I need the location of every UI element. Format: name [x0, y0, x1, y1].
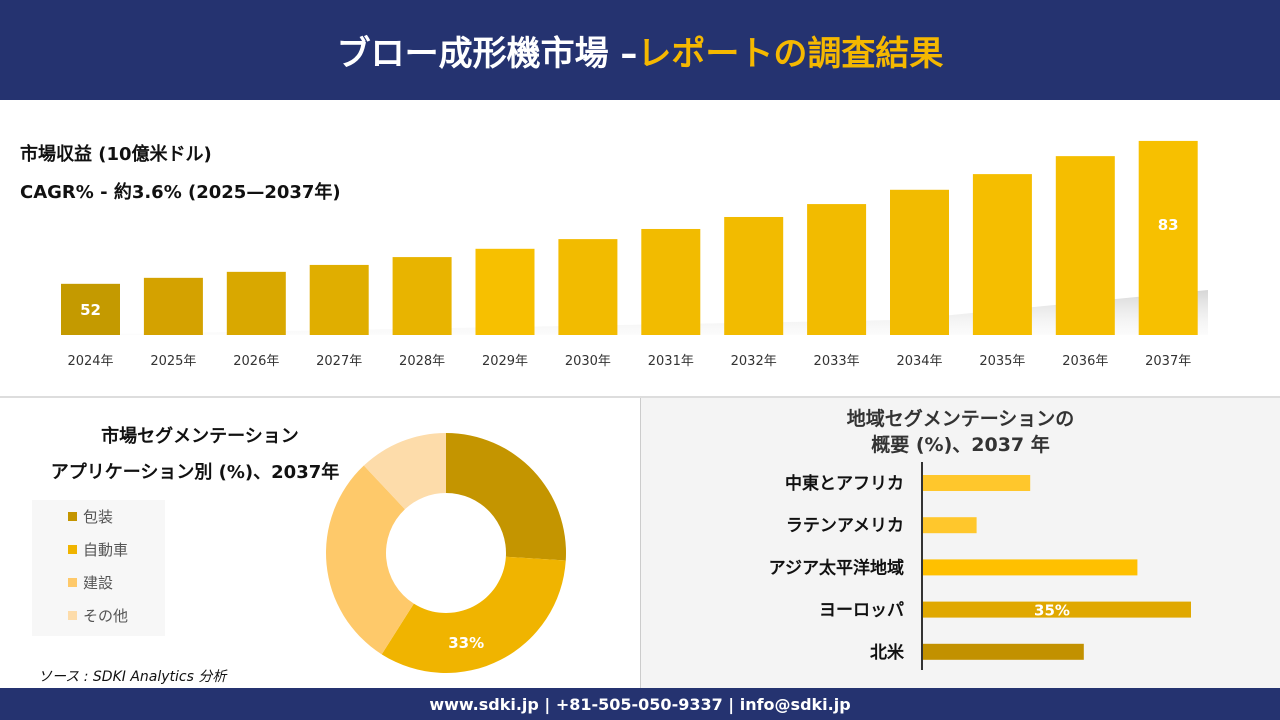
segment-title-2: アプリケーション別 (%)、2037年	[50, 462, 340, 483]
region-label: 北米	[870, 642, 905, 663]
x-tick-label: 2025年	[150, 354, 196, 369]
x-tick-label: 2024年	[67, 354, 113, 369]
x-tick-label: 2030年	[565, 354, 611, 369]
revenue-bar	[226, 271, 286, 335]
x-tick-label: 2029年	[482, 354, 528, 369]
legend-label: 自動車	[83, 541, 129, 559]
region-title-1: 地域セグメンテーションの	[846, 408, 1075, 430]
legend-swatch	[68, 578, 77, 587]
legend-label: 建設	[83, 574, 114, 592]
region-bar	[923, 601, 1191, 618]
divider	[0, 396, 1280, 398]
donut-slice	[363, 433, 446, 510]
footer-contact: www.sdki.jp | +81-505-050-9337 | info@sd…	[0, 688, 1280, 720]
x-tick-label: 2031年	[648, 354, 694, 369]
revenue-bar	[807, 204, 867, 335]
region-bar	[923, 475, 1031, 491]
donut-slice	[446, 433, 566, 561]
legend-item: 包装	[32, 500, 165, 533]
revenue-bar	[558, 239, 618, 335]
cagr-label: CAGR% - 約3.6% (2025—2037年)	[20, 182, 341, 203]
x-tick-label: 2028年	[399, 354, 445, 369]
x-tick-label: 2036年	[1062, 354, 1108, 369]
bar-data-label: 52	[80, 301, 101, 319]
x-tick-label: 2037年	[1145, 354, 1191, 369]
x-tick-label: 2027年	[316, 354, 362, 369]
x-tick-label: 2026年	[233, 354, 279, 369]
region-label: アジア太平洋地域	[769, 557, 904, 578]
slice-data-label: 33%	[448, 634, 484, 652]
application-donut-chart: 33%	[326, 433, 566, 673]
x-tick-label: 2034年	[896, 354, 942, 369]
revenue-bar	[1055, 156, 1115, 335]
title-yellow: レポートの調査結果	[637, 33, 944, 74]
revenue-bar	[392, 257, 452, 335]
region-label: 中東とアフリカ	[785, 473, 904, 494]
donut-legend: 包装自動車建設その他	[32, 500, 165, 636]
revenue-bar	[1138, 140, 1198, 335]
revenue-bar	[972, 174, 1032, 335]
revenue-bar-chart: 2024年 52 2025年 2026年 2027年 2028年 2029年 2030年 203…	[61, 140, 1208, 369]
revenue-bar	[61, 283, 120, 335]
segment-title-1: 市場セグメンテーション	[101, 426, 299, 447]
donut-slice	[326, 465, 414, 655]
revenue-label: 市場収益 (10億米ドル)	[20, 144, 212, 165]
region-label: ヨーロッパ	[819, 601, 904, 621]
donut-slice	[381, 556, 566, 673]
legend-label: その他	[83, 607, 129, 625]
x-tick-label: 2035年	[979, 354, 1025, 369]
revenue-bar	[641, 228, 701, 335]
revenue-bar	[143, 277, 203, 335]
legend-swatch	[68, 512, 77, 521]
region-bar	[923, 643, 1084, 660]
revenue-bar	[724, 216, 784, 335]
title-white: ブロー成形機市場 –	[336, 33, 638, 74]
region-segment-panel: 地域セグメンテーションの 概要 (%)、2037 年 中東とアフリカ ラテンアメリ…	[641, 398, 1280, 688]
region-bar	[923, 559, 1138, 576]
bar-data-label: 83	[1158, 216, 1179, 234]
region-title-2: 概要 (%)、2037 年	[871, 434, 1050, 456]
region-bar	[923, 517, 977, 534]
bar-data-label: 35%	[1034, 602, 1070, 620]
legend-label: 包装	[83, 508, 114, 526]
revenue-section: 市場収益 (10億米ドル) CAGR% - 約3.6% (2025—2037年)…	[0, 100, 1280, 396]
revenue-bar	[309, 264, 369, 335]
legend-item: その他	[32, 599, 165, 632]
legend-item: 自動車	[32, 533, 165, 566]
panel-divider	[640, 398, 641, 688]
header-banner: ブロー成形機市場 – レポートの調査結果	[0, 0, 1280, 100]
x-tick-label: 2033年	[814, 354, 860, 369]
legend-swatch	[68, 611, 77, 620]
source-note: ソース : SDKI Analytics 分析	[38, 669, 227, 685]
revenue-bar	[890, 189, 949, 335]
legend-swatch	[68, 545, 77, 554]
region-label: ラテンアメリカ	[786, 516, 904, 536]
revenue-bar	[475, 248, 535, 335]
x-tick-label: 2032年	[731, 354, 777, 369]
application-segment-panel: 市場セグメンテーション アプリケーション別 (%)、2037年 包装自動車建設そ…	[0, 398, 640, 688]
legend-item: 建設	[32, 566, 165, 599]
